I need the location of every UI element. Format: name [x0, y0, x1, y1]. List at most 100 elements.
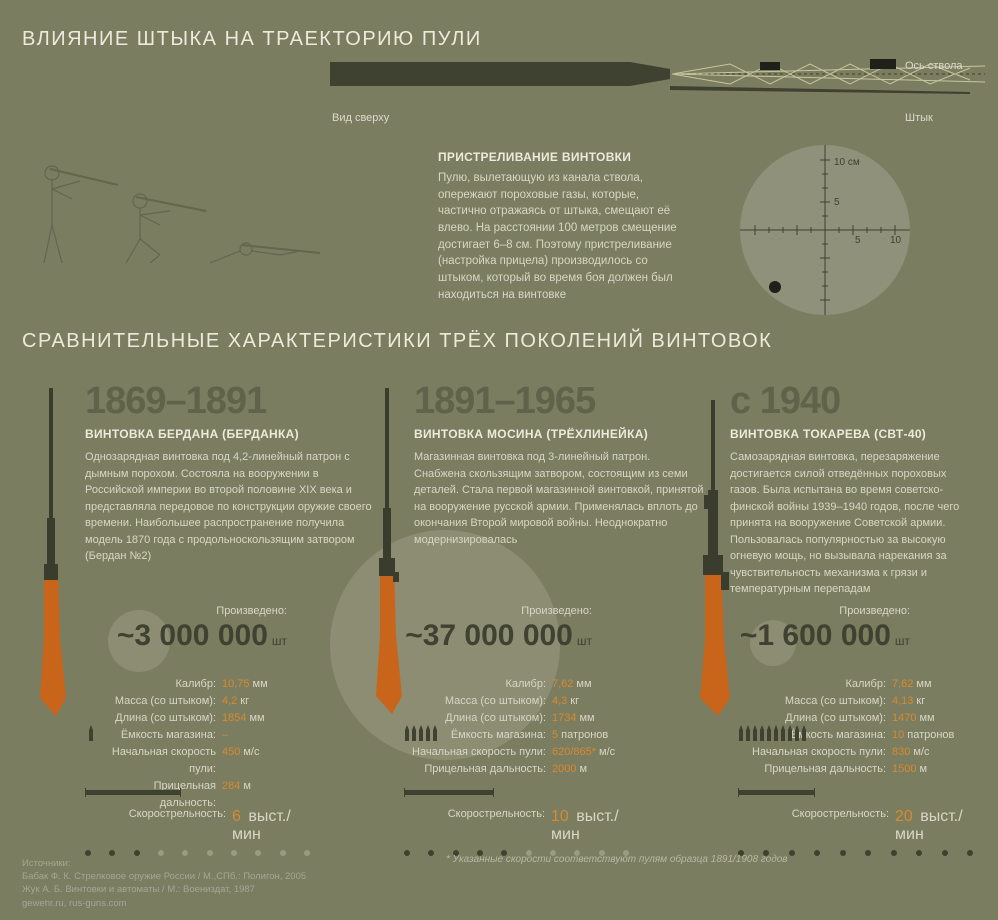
spec-unit: м	[243, 780, 251, 792]
rate-label: Скорострельность:	[404, 808, 551, 844]
rate-dot	[404, 850, 410, 856]
spec-value: 450	[222, 746, 240, 758]
spec-unit: м/с	[913, 746, 929, 758]
rifle-silhouette-0	[30, 388, 72, 718]
footnote: * Указанные скорости соответствуют пулям…	[446, 854, 788, 865]
rate-dot	[158, 850, 164, 856]
spec-label: Калибр:	[400, 676, 552, 693]
rifle-desc: Самозарядная винтовка, перезаряжение дос…	[730, 449, 978, 598]
spec-label: Калибр:	[740, 676, 892, 693]
rate-block-0: Скорострельность:6 выст./мин	[85, 808, 310, 856]
rifle-col-2: с 1940 ВИНТОВКА ТОКАРЕВА (СВТ-40) Самоза…	[730, 380, 978, 598]
produced-value: ~3 000 000	[117, 619, 268, 653]
rifle-name: ВИНТОВКА МОСИНА (ТРЁХЛИНЕЙКА)	[414, 427, 704, 441]
spec-value: 5	[552, 729, 558, 741]
spec-row: Масса (со штыком):4,13кг	[740, 693, 970, 710]
produced-block-0: Произведено: ~3 000 000шт	[85, 605, 287, 653]
spec-value: 1854	[222, 712, 246, 724]
rate-block-1: Скорострельность:10 выст./мин	[404, 808, 629, 856]
produced-label: Произведено:	[390, 605, 592, 617]
spec-row: Ёмкость магазина:–	[100, 727, 300, 744]
rate-dot	[85, 850, 91, 856]
rifle-years: с 1940	[730, 380, 978, 423]
rifle-years: 1869–1891	[85, 380, 375, 423]
spec-value: 620/865*	[552, 746, 596, 758]
spec-row: Прицельная дальность:1500м	[740, 761, 970, 778]
produced-value: ~37 000 000	[405, 619, 573, 653]
rifle-name: ВИНТОВКА ТОКАРЕВА (СВТ-40)	[730, 427, 978, 441]
spec-unit: кг	[570, 695, 579, 707]
produced-block-2: Произведено: ~1 600 000шт	[720, 605, 910, 653]
sighting-text: Пулю, вылетающую из канала ствола, опере…	[438, 170, 678, 303]
spec-unit: патронов	[561, 729, 608, 741]
spec-label: Прицельная дальность:	[400, 761, 552, 778]
spec-row: Масса (со штыком):4,3кг	[400, 693, 630, 710]
spec-value: 7,62	[892, 678, 913, 690]
source-line: gewehr.ru, rus-guns.com	[22, 897, 306, 910]
spec-value: 2000	[552, 763, 576, 775]
rate-dot	[814, 850, 820, 856]
spec-unit: кг	[240, 695, 249, 707]
spec-value: 4,2	[222, 695, 237, 707]
rate-dot	[109, 850, 115, 856]
spec-row: Калибр:7,62мм	[400, 676, 630, 693]
sighting-title: ПРИСТРЕЛИВАНИЕ ВИНТОВКИ	[438, 150, 678, 164]
rate-value: 20	[895, 808, 913, 825]
produced-label: Произведено:	[85, 605, 287, 617]
spec-value: 284	[222, 780, 240, 792]
spec-value: 7,62	[552, 678, 573, 690]
spec-value: 4,13	[892, 695, 913, 707]
rate-dot	[789, 850, 795, 856]
rifle-silhouette-1	[366, 388, 408, 718]
spec-row: Калибр:10,75мм	[100, 676, 300, 693]
spec-value: 1470	[892, 712, 916, 724]
rate-dot	[891, 850, 897, 856]
spec-unit: м	[919, 763, 927, 775]
rate-dots	[85, 850, 310, 856]
scale-bar-1	[404, 790, 494, 795]
spec-unit: мм	[919, 712, 934, 724]
rate-dot	[182, 850, 188, 856]
rifle-silhouette-2	[692, 400, 736, 720]
rate-dot	[942, 850, 948, 856]
spec-label: Ёмкость магазина:	[100, 727, 222, 744]
rate-dot	[134, 850, 140, 856]
source-line: Бабак Ф. К. Стрелковое оружие России / М…	[22, 870, 306, 883]
source-line: Жук А. Б. Винтовки и автоматы / М.: Воен…	[22, 883, 306, 896]
soldier-illustrations	[20, 155, 330, 285]
cartridges-2	[738, 724, 810, 747]
rate-dot	[231, 850, 237, 856]
scale-bar-0	[85, 790, 181, 795]
produced-block-1: Произведено: ~37 000 000 шт	[390, 605, 592, 653]
spec-label: Прицельная дальность:	[740, 761, 892, 778]
barrel-diagram	[330, 56, 985, 116]
rifle-col-1: 1891–1965 ВИНТОВКА МОСИНА (ТРЁХЛИНЕЙКА) …	[414, 380, 704, 548]
spec-unit: м	[579, 763, 587, 775]
reticle-scope: 10 см 5 5 10	[740, 145, 910, 315]
produced-unit: шт	[895, 634, 910, 648]
produced-value: ~1 600 000	[740, 619, 891, 653]
rifle-desc: Магазинная винтовка под 3-линейный патро…	[414, 449, 704, 548]
spec-label: Масса (со штыком):	[400, 693, 552, 710]
svg-text:5: 5	[834, 197, 840, 208]
rate-dot	[916, 850, 922, 856]
spec-value: 4,3	[552, 695, 567, 707]
spec-label: Длина (со штыком):	[100, 710, 222, 727]
rate-dot	[207, 850, 213, 856]
cartridges-1	[404, 724, 441, 747]
svg-text:5: 5	[855, 235, 861, 246]
rate-block-2: Скорострельность:20 выст./мин	[738, 808, 973, 856]
rate-dot	[428, 850, 434, 856]
rate-dot	[865, 850, 871, 856]
spec-unit: мм	[249, 712, 264, 724]
sources-title: Источники:	[22, 857, 306, 870]
spec-label: Масса (со штыком):	[100, 693, 222, 710]
sources-block: Источники: Бабак Ф. К. Стрелковое оружие…	[22, 857, 306, 910]
svg-text:10 см: 10 см	[834, 157, 860, 168]
spec-value: 10,75	[222, 678, 250, 690]
produced-unit: шт	[577, 634, 592, 648]
cartridges-0	[88, 724, 97, 747]
rifle-desc: Однозарядная винтовка под 4,2-линейный п…	[85, 449, 375, 565]
rate-label: Скорострельность:	[738, 808, 895, 844]
spec-unit: м/с	[243, 746, 259, 758]
